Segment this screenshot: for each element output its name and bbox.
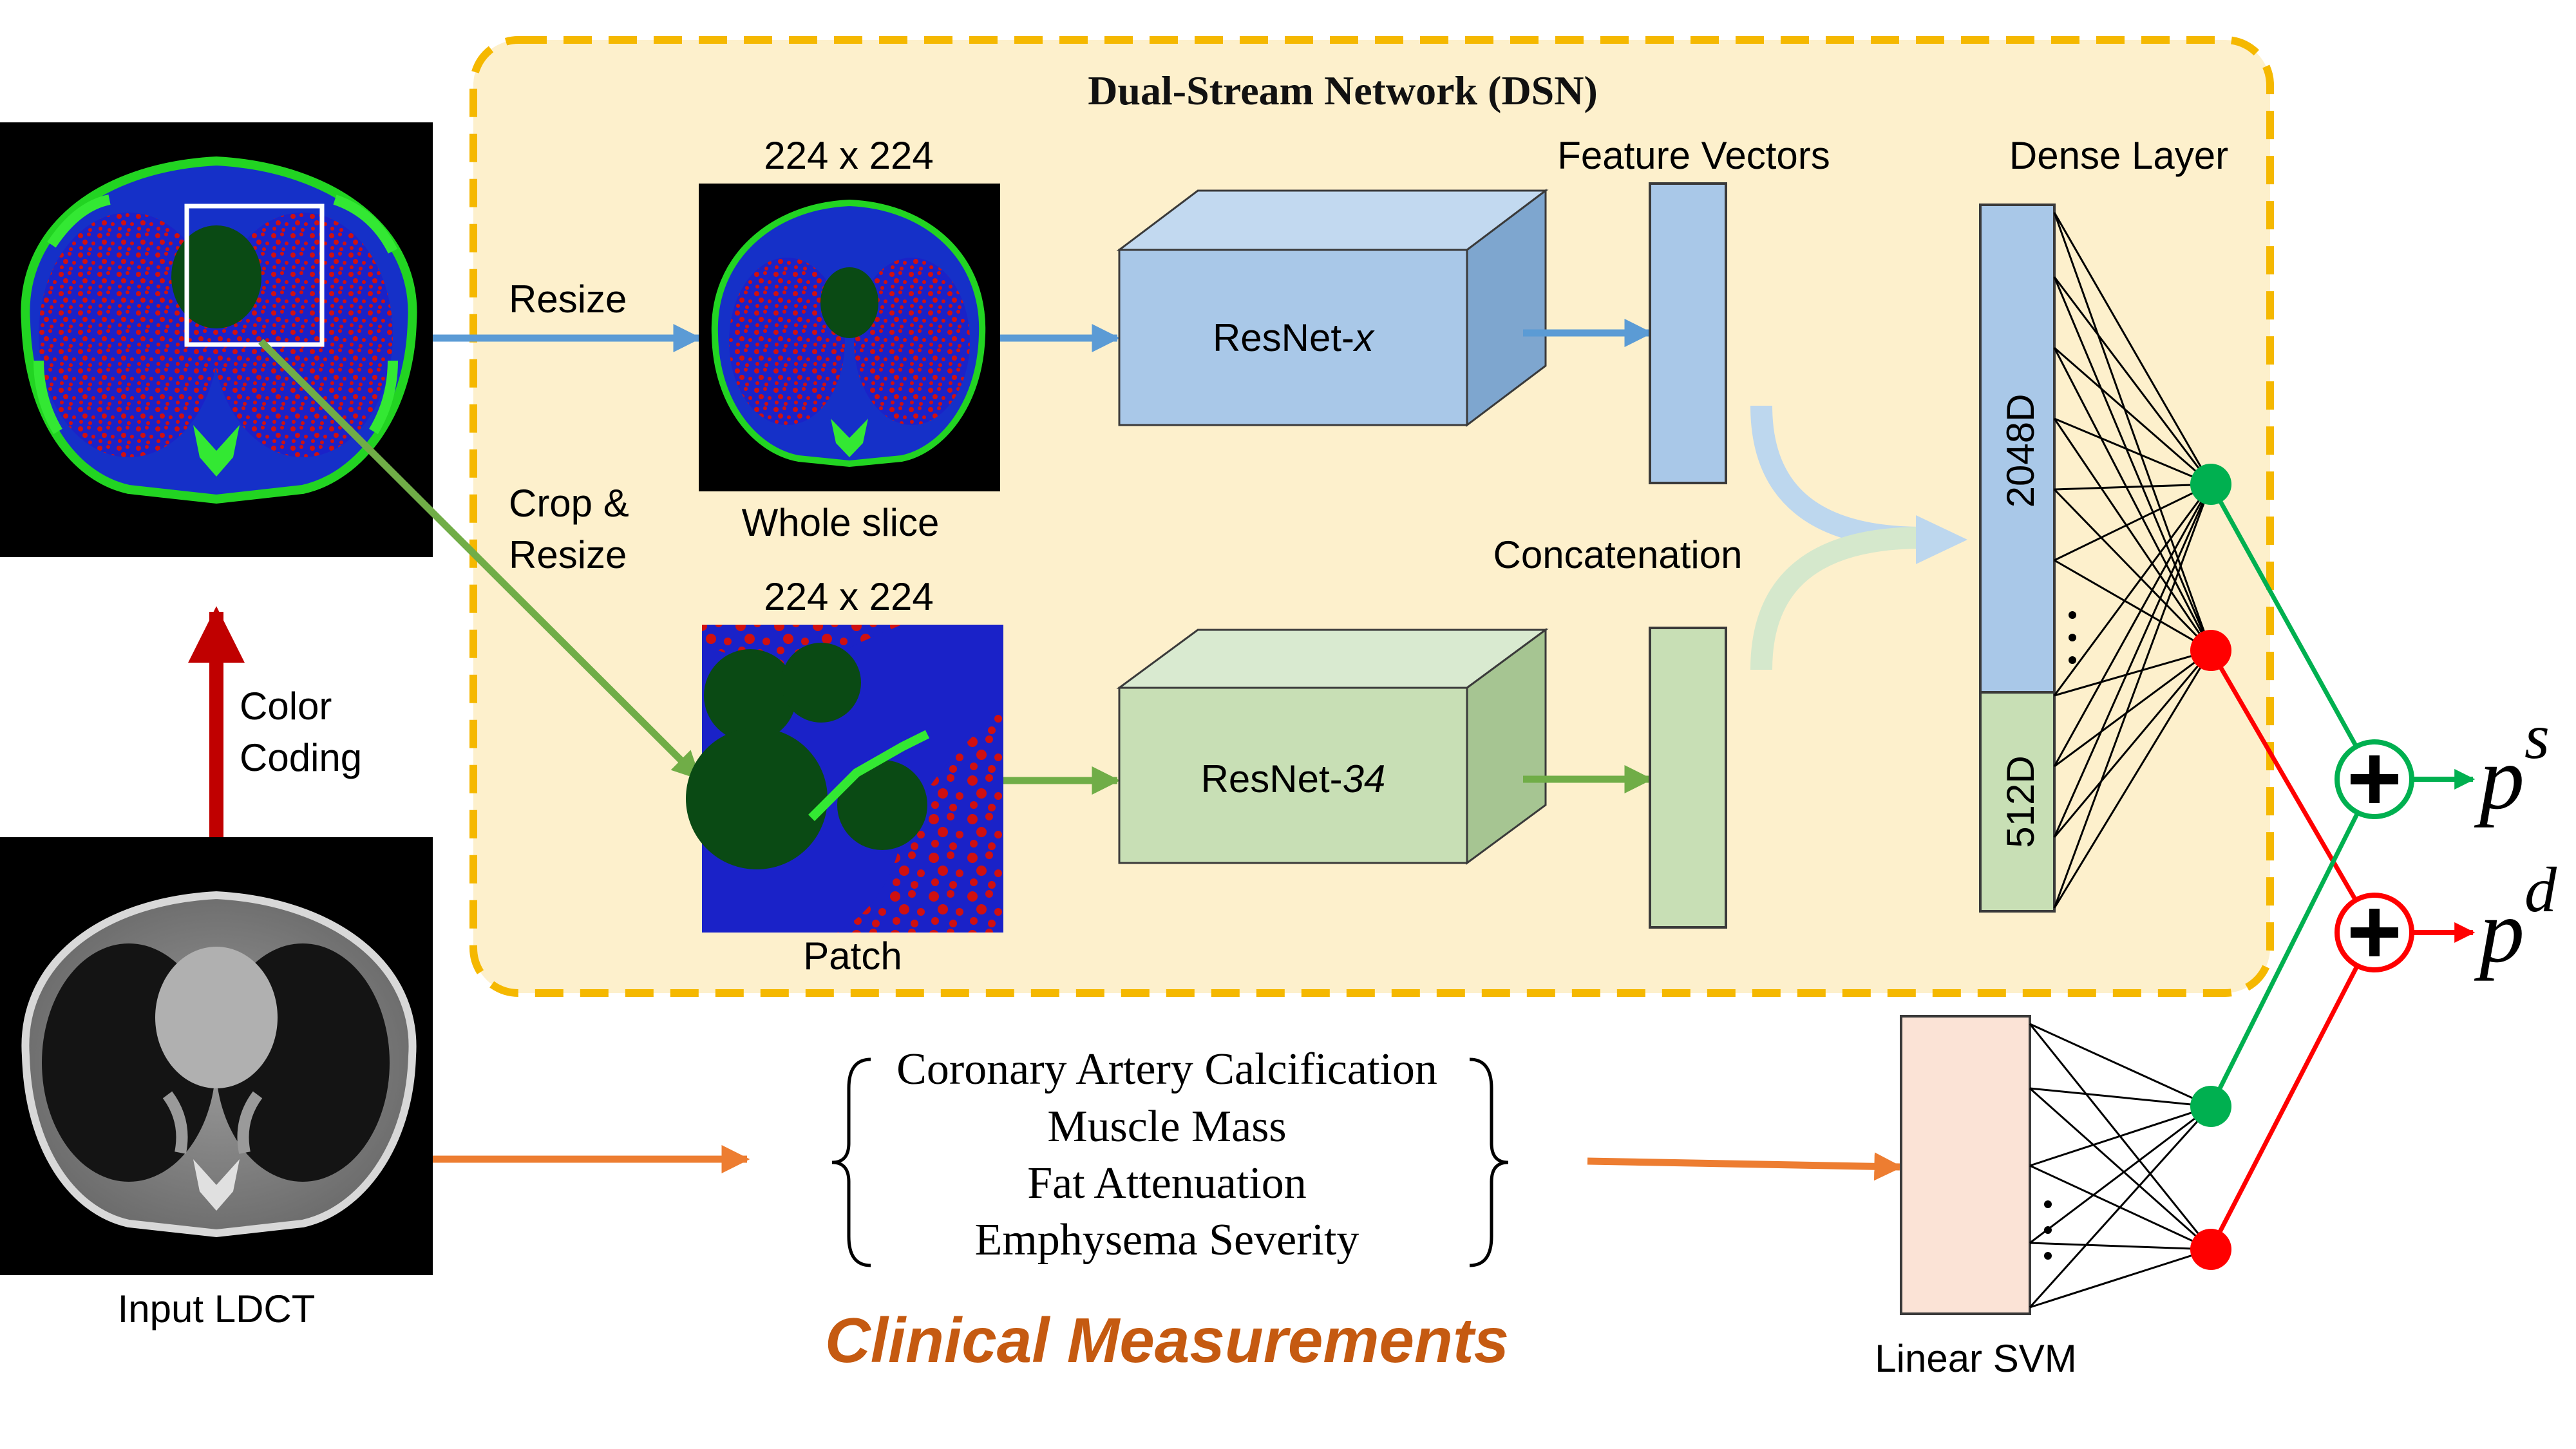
- crop-label-line1: Crop &: [509, 482, 629, 525]
- linear-svm-label: Linear SVM: [1875, 1337, 2076, 1380]
- dense-ellipsis: [2069, 611, 2076, 664]
- dense-512-label: 512D: [1999, 755, 2042, 848]
- dsn-node-green: [2190, 464, 2231, 505]
- resnet-x-block: ResNet-x: [1116, 188, 1549, 428]
- clinical-measurements-title: Clinical Measurements: [825, 1305, 1509, 1376]
- concatenation-label: Concatenation: [1493, 533, 1743, 576]
- input-ldct-label: Input LDCT: [118, 1287, 316, 1331]
- svm-connections: [2029, 1023, 2212, 1309]
- patch-label: Patch: [803, 934, 902, 978]
- clinical-measurements-list: Coronary Artery Calcification Muscle Mas…: [831, 1045, 1509, 1267]
- resize-label: Resize: [509, 278, 627, 321]
- left-brace: [831, 1057, 871, 1267]
- crop-label-line2: Resize: [509, 533, 627, 576]
- dense-block-2048: [1979, 204, 2056, 694]
- concat-arc-bottom: [1750, 527, 1923, 670]
- dsn-title: Dual-Stream Network (DSN): [1088, 68, 1598, 113]
- dense-connections: [2053, 212, 2212, 909]
- clinical-item-fat: Fat Attenuation: [1027, 1159, 1307, 1208]
- clinical-item-emphysema: Emphysema Severity: [975, 1215, 1359, 1265]
- dense-block-512: [1979, 691, 2056, 913]
- svm-red-to-sum-d: [2208, 931, 2377, 1251]
- clinical-item-cac: Coronary Artery Calcification: [896, 1045, 1437, 1094]
- resnet-34-label: ResNet-34: [1201, 757, 1386, 800]
- svm-ellipsis: [2044, 1200, 2052, 1260]
- feature-vector-bottom: [1649, 627, 1727, 929]
- whole-slice-label: Whole slice: [742, 501, 940, 544]
- color-coding-label-line1: Color: [240, 685, 332, 728]
- feature-vector-top: [1649, 182, 1727, 484]
- dsn-red-to-sum-d: [2208, 649, 2377, 934]
- dense-2048-label: 2048D: [1999, 394, 2042, 508]
- svm-node-green: [2190, 1086, 2231, 1127]
- clinical-item-muscle: Muscle Mass: [1047, 1102, 1286, 1151]
- sum-node-d: [2334, 893, 2414, 972]
- crop-resize-arrow: [258, 339, 701, 781]
- sum-node-s: [2334, 739, 2414, 819]
- dsn-node-red: [2190, 630, 2231, 671]
- color-coding-label-line2: Coding: [240, 736, 362, 779]
- feature-vectors-label: Feature Vectors: [1557, 134, 1830, 177]
- output-p-d: pd: [2474, 854, 2557, 981]
- bottom-size-label: 224 x 224: [764, 575, 934, 618]
- color-coded-ct-image: [0, 122, 433, 557]
- output-p-s: ps: [2474, 701, 2550, 828]
- resnet-x-label: ResNet-x: [1213, 316, 1375, 359]
- svm-node-red: [2190, 1229, 2231, 1270]
- concat-arrowhead: [1916, 515, 1967, 564]
- patch-image: [686, 625, 1003, 933]
- linear-svm-block: [1900, 1015, 2031, 1315]
- clinical-to-svm-arrow: [1587, 1152, 1903, 1181]
- top-size-label: 224 x 224: [764, 134, 934, 177]
- svm-green-to-sum-s: [2208, 778, 2377, 1108]
- whole-slice-image: [699, 184, 1000, 491]
- right-brace: [1469, 1057, 1509, 1267]
- dsn-green-to-sum-s: [2208, 483, 2377, 781]
- dense-layer-label: Dense Layer: [2009, 134, 2228, 177]
- input-ldct-image: [0, 837, 433, 1275]
- resnet-34-block: ResNet-34: [1116, 628, 1549, 865]
